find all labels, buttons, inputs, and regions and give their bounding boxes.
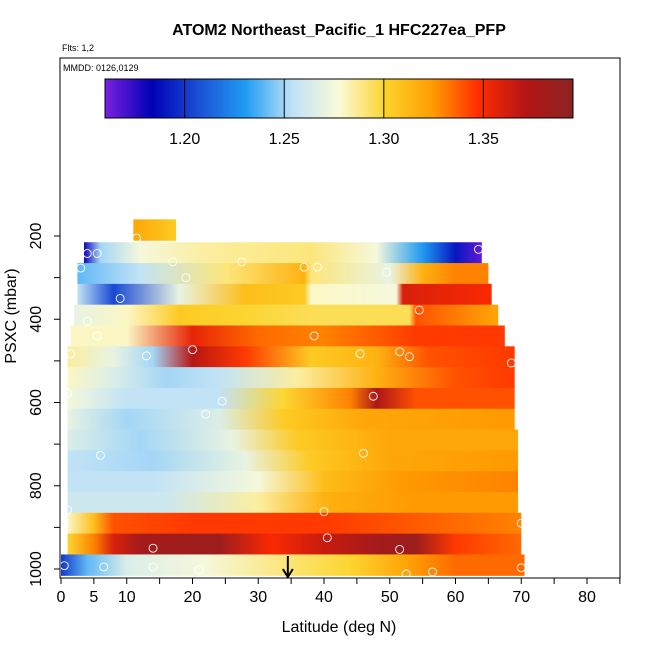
sample-point xyxy=(355,349,365,359)
heatmap-band xyxy=(67,491,518,514)
sample-point xyxy=(319,507,329,517)
x-tick-label: 80 xyxy=(578,589,596,606)
colorbar-tick-label: 1.20 xyxy=(169,131,200,148)
sample-point xyxy=(368,391,378,401)
heatmap-band xyxy=(67,471,518,493)
sample-point xyxy=(92,249,102,258)
sample-point xyxy=(66,349,76,359)
colorbar-tick-label: 1.30 xyxy=(368,131,399,148)
sample-point xyxy=(142,351,151,361)
colorbar-gradient xyxy=(105,79,573,118)
heatmap-band xyxy=(67,533,522,556)
sample-point xyxy=(181,273,191,283)
colorbar-tick-label: 1.35 xyxy=(468,131,499,148)
y-tick-label: 800 xyxy=(28,472,45,499)
y-tick-label: 400 xyxy=(28,306,45,333)
y-tick-label: 1000 xyxy=(28,551,45,587)
x-tick-label: 30 xyxy=(249,589,267,606)
sample-point xyxy=(194,565,204,575)
sample-point xyxy=(217,396,227,406)
heatmap-band xyxy=(74,304,499,327)
colorbar-frame xyxy=(104,78,574,119)
x-axis-label: Latitude (deg N) xyxy=(282,619,397,636)
sample-point xyxy=(82,316,92,326)
sample-point xyxy=(201,409,211,419)
latitude-marker-arrow xyxy=(281,556,294,579)
heatmap-band xyxy=(67,512,522,535)
heatmap-band xyxy=(67,429,518,451)
sample-point xyxy=(405,352,414,362)
x-tick-label: 60 xyxy=(447,589,465,606)
heatmap-band xyxy=(67,450,518,472)
sample-point xyxy=(148,543,158,553)
heatmap-band xyxy=(84,242,482,264)
chart-title: ATOM2 Northeast_Pacific_1 HFC227ea_PFP xyxy=(172,22,506,39)
sample-point xyxy=(322,533,332,543)
sample-point xyxy=(516,563,526,573)
sample-point xyxy=(95,450,105,460)
sample-point xyxy=(474,244,483,254)
x-tick-label: 50 xyxy=(381,589,399,606)
sample-point xyxy=(414,305,424,315)
sample-point xyxy=(115,293,125,303)
x-tick-label: 70 xyxy=(512,589,530,606)
sample-point xyxy=(188,345,197,355)
sample-point xyxy=(506,358,516,368)
sample-point xyxy=(312,262,322,272)
colorbar-tick-label: 1.25 xyxy=(269,131,300,148)
heatmap-band xyxy=(67,408,515,431)
sample-point xyxy=(516,518,526,528)
heatmap-band xyxy=(77,283,492,306)
sample-point xyxy=(395,347,405,357)
sample-point xyxy=(63,388,73,398)
sample-point xyxy=(382,267,391,277)
x-tick-label: 20 xyxy=(184,589,202,606)
sample-point xyxy=(299,262,309,272)
heatmap-band xyxy=(67,367,515,389)
heatmap-band xyxy=(61,554,525,576)
sample-point xyxy=(99,562,109,572)
heatmap-band xyxy=(77,263,489,285)
sample-point xyxy=(309,331,319,341)
y-axis-label: PSXC (mbar) xyxy=(3,268,20,363)
x-tick-label: 0 xyxy=(57,589,66,606)
sample-point xyxy=(395,544,405,554)
sample-point xyxy=(92,331,102,341)
heatmap-band xyxy=(67,346,515,368)
flights-subtitle: Flts: 1,2 xyxy=(62,43,94,53)
dates-subtitle: MMDD: 0126,0129 xyxy=(63,63,139,73)
y-tick-label: 200 xyxy=(28,223,45,250)
sample-point xyxy=(63,505,73,515)
sample-point xyxy=(237,257,247,267)
x-axis: 0 5 10 20 30 40 50 60 70 80 xyxy=(57,578,621,606)
y-tick-label: 600 xyxy=(28,389,45,416)
heatmap-band xyxy=(70,325,505,347)
colorbar: 1.20 1.25 1.30 1.35 xyxy=(104,78,574,148)
sample-point xyxy=(132,233,142,243)
sample-point xyxy=(76,263,86,273)
sample-point xyxy=(428,567,437,577)
heatmap-band xyxy=(67,387,515,410)
plot-frame xyxy=(59,57,621,579)
sample-point xyxy=(359,448,368,458)
heatmap-bands xyxy=(61,219,525,576)
heatmap-band xyxy=(133,219,177,241)
sample-point xyxy=(82,249,92,258)
y-axis: 200 400 600 800 1000 xyxy=(28,223,60,587)
x-tick-label: 10 xyxy=(118,589,136,606)
x-tick-label: 5 xyxy=(89,589,98,606)
sample-point xyxy=(148,562,158,572)
x-tick-label: 40 xyxy=(315,589,333,606)
sample-point xyxy=(168,257,178,267)
marker-head xyxy=(281,568,294,579)
